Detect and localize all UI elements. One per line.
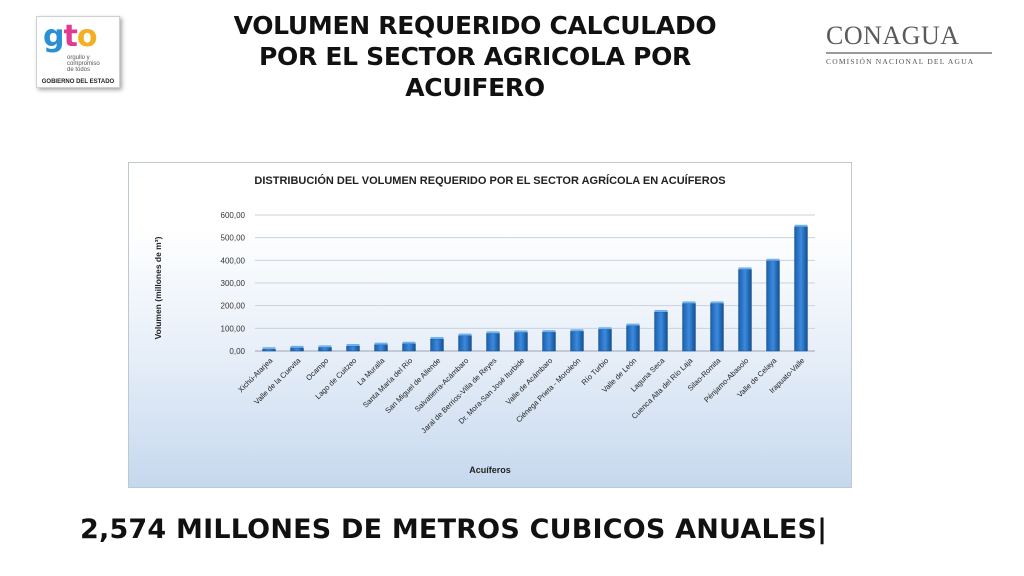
y-tick-label: 600,00 bbox=[221, 211, 246, 220]
y-tick-label: 500,00 bbox=[221, 234, 246, 243]
y-tick-label: 0,00 bbox=[229, 347, 245, 356]
y-tick-label: 300,00 bbox=[221, 279, 246, 288]
bar-top bbox=[430, 336, 444, 339]
bar-chart: DISTRIBUCIÓN DEL VOLUMEN REQUERIDO POR E… bbox=[153, 174, 815, 475]
gto-logo: gto orgullo y compromiso de todos GOBIER… bbox=[36, 16, 120, 88]
category-label: Ocampo bbox=[304, 356, 330, 382]
y-tick-label: 400,00 bbox=[221, 256, 246, 265]
bar-top bbox=[318, 345, 332, 348]
y-tick-label: 200,00 bbox=[221, 302, 246, 311]
bar bbox=[794, 226, 808, 352]
bar bbox=[514, 332, 528, 352]
bar-top bbox=[598, 327, 612, 330]
gto-mark: gto bbox=[43, 19, 97, 54]
conagua-name: CONAGUA bbox=[826, 21, 960, 50]
bar bbox=[374, 344, 388, 352]
y-tick-label: 100,00 bbox=[221, 324, 246, 333]
bar-top bbox=[626, 323, 640, 326]
bar bbox=[458, 335, 472, 352]
bar-top bbox=[514, 330, 528, 333]
bar bbox=[598, 328, 612, 352]
bar-top bbox=[570, 329, 584, 332]
gto-tagline: orgullo y compromiso de todos bbox=[67, 55, 100, 73]
bar bbox=[346, 345, 360, 352]
bar-top bbox=[654, 310, 668, 313]
chart-title: DISTRIBUCIÓN DEL VOLUMEN REQUERIDO POR E… bbox=[254, 174, 725, 187]
bar-top bbox=[458, 333, 472, 336]
conagua-logo: CONAGUA COMISIÓN NACIONAL DEL AGUA bbox=[826, 22, 992, 66]
bars bbox=[262, 224, 808, 352]
bar bbox=[626, 325, 640, 352]
title-line-3: ACUIFERO bbox=[405, 73, 545, 102]
bar-top bbox=[682, 301, 696, 304]
chart-panel: DISTRIBUCIÓN DEL VOLUMEN REQUERIDO POR E… bbox=[128, 162, 852, 488]
page-title: VOLUMEN REQUERIDO CALCULADO POR EL SECTO… bbox=[170, 10, 780, 103]
bar-top bbox=[486, 331, 500, 334]
bar bbox=[318, 347, 332, 352]
bar-top bbox=[290, 345, 304, 348]
y-tick-labels: 0,00 100,00 200,00 300,00 400,00 500,00 600,00 bbox=[221, 211, 246, 356]
bar bbox=[262, 348, 276, 352]
bar-top bbox=[794, 224, 808, 227]
bar bbox=[654, 311, 668, 352]
bar bbox=[766, 260, 780, 352]
bar bbox=[486, 333, 500, 352]
bar-top bbox=[346, 344, 360, 347]
bar bbox=[682, 303, 696, 352]
bar-top bbox=[766, 258, 780, 261]
bar bbox=[738, 269, 752, 352]
bar bbox=[570, 331, 584, 352]
bar bbox=[542, 331, 556, 352]
bar bbox=[710, 303, 724, 352]
bar-top bbox=[542, 330, 556, 333]
bar bbox=[402, 343, 416, 352]
x-axis-label: Acuíferos bbox=[469, 465, 511, 475]
conagua-subtitle: COMISIÓN NACIONAL DEL AGUA bbox=[826, 57, 975, 66]
category-label: Santa María del Río bbox=[361, 356, 415, 410]
bar-top bbox=[402, 341, 416, 344]
title-line-1: VOLUMEN REQUERIDO CALCULADO bbox=[233, 11, 717, 40]
bar-top bbox=[262, 347, 276, 350]
y-axis-label: Volumen (millones de m³) bbox=[153, 236, 163, 339]
bar-top bbox=[738, 267, 752, 270]
bar bbox=[290, 347, 304, 352]
gridlines bbox=[255, 214, 815, 352]
title-line-2: POR EL SECTOR AGRICOLA POR bbox=[259, 42, 691, 71]
category-label: Salvatierra-Acámbaro bbox=[413, 356, 471, 414]
conagua-divider bbox=[826, 52, 992, 54]
gto-government-label: GOBIERNO DEL ESTADO bbox=[41, 79, 115, 85]
bar bbox=[430, 338, 444, 352]
bar-top bbox=[374, 342, 388, 345]
summary-footer: 2,574 MILLONES DE METROS CUBICOS ANUALES… bbox=[80, 514, 828, 545]
bar-top bbox=[710, 301, 724, 304]
